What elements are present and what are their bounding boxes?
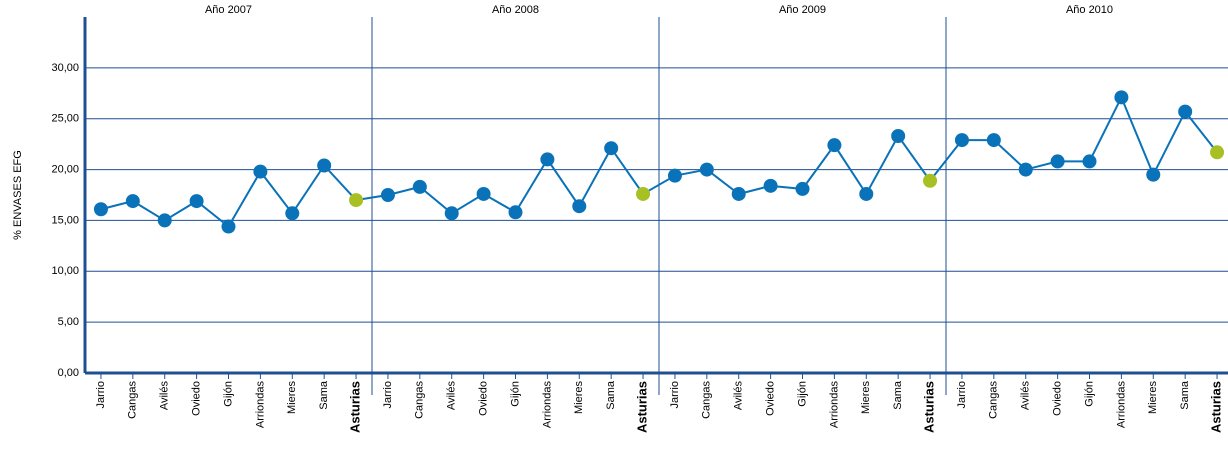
- point: [1082, 154, 1097, 169]
- x-tick-label: Oviedo: [1052, 381, 1064, 416]
- point: [540, 152, 555, 167]
- x-tick-label: Mieres: [1147, 381, 1159, 415]
- point: [986, 133, 1001, 148]
- x-tick-label: Avilés: [446, 381, 458, 411]
- x-tick-label: Oviedo: [191, 381, 203, 416]
- point: [1050, 154, 1065, 169]
- y-tick-label: 10,00: [51, 265, 79, 277]
- point: [125, 194, 140, 209]
- point: [827, 138, 842, 153]
- x-tick-label: Jarrio: [956, 381, 968, 409]
- x-tick-label: Asturias: [347, 381, 362, 433]
- y-tick-label: 15,00: [51, 214, 79, 226]
- panel-title: Año 2007: [205, 4, 252, 16]
- x-tick-label: Gijón: [1083, 381, 1095, 407]
- x-tick-label: Arriondas: [1115, 381, 1127, 429]
- x-tick-label: Asturias: [921, 381, 936, 433]
- point: [795, 181, 810, 196]
- x-tick-label: Mieres: [286, 381, 298, 415]
- x-tick-label: Mieres: [860, 381, 872, 415]
- point: [285, 206, 300, 221]
- point: [476, 186, 491, 201]
- x-tick-label: Sama: [605, 380, 617, 410]
- x-tick-label: Cangas: [127, 381, 139, 419]
- point: [699, 162, 714, 177]
- x-tick-label: Jarrio: [95, 381, 107, 409]
- point: [93, 202, 108, 217]
- panel-title: Año 2008: [492, 4, 539, 16]
- x-tick-label: Arriondas: [254, 381, 266, 429]
- point: [891, 129, 906, 144]
- point: [572, 199, 587, 214]
- point: [157, 213, 172, 228]
- point: [444, 206, 459, 221]
- point: [189, 194, 204, 209]
- point: [349, 193, 364, 208]
- point: [380, 188, 395, 202]
- y-tick-label: 0,00: [58, 367, 79, 379]
- point: [1146, 167, 1161, 182]
- point: [954, 133, 969, 148]
- x-tick-label: Jarrio: [382, 381, 394, 409]
- point: [253, 164, 268, 179]
- x-tick-label: Gijón: [222, 381, 234, 407]
- x-tick-label: Sama: [1179, 380, 1191, 410]
- point: [604, 141, 619, 156]
- x-tick-label: Oviedo: [765, 381, 777, 416]
- y-tick-label: 25,00: [51, 113, 79, 125]
- x-tick-label: Gijón: [509, 381, 521, 407]
- x-tick-label: Avilés: [1020, 381, 1032, 411]
- x-tick-label: Cangas: [988, 381, 1000, 419]
- x-tick-label: Mieres: [573, 381, 585, 415]
- point: [859, 186, 874, 201]
- point: [636, 186, 651, 201]
- point: [667, 168, 682, 183]
- x-tick-label: Arriondas: [828, 381, 840, 429]
- y-tick-label: 20,00: [51, 163, 79, 175]
- point: [508, 205, 523, 220]
- point: [923, 173, 938, 188]
- x-tick-label: Sama: [318, 380, 330, 410]
- panel-title: Año 2010: [1066, 4, 1113, 16]
- y-tick-label: 5,00: [58, 316, 79, 328]
- point: [763, 178, 778, 193]
- point: [1178, 104, 1193, 119]
- point: [221, 219, 236, 234]
- x-tick-label: Asturias: [634, 381, 649, 433]
- y-tick-label: 30,00: [51, 62, 79, 74]
- x-tick-label: Avilés: [159, 381, 171, 411]
- x-tick-label: Avilés: [733, 381, 745, 411]
- x-tick-label: Oviedo: [478, 381, 490, 416]
- point: [1114, 90, 1129, 105]
- x-tick-label: Cangas: [701, 381, 713, 419]
- x-tick-label: Gijón: [796, 381, 808, 407]
- x-tick-label: Cangas: [414, 381, 426, 419]
- point: [1210, 145, 1225, 160]
- y-axis-label: % ENVASES EFG: [12, 150, 24, 240]
- x-tick-label: Sama: [892, 380, 904, 410]
- point: [317, 158, 332, 173]
- x-tick-label: Arriondas: [541, 381, 553, 429]
- x-tick-label: Jarrio: [669, 381, 681, 409]
- panel-title: Año 2009: [779, 4, 826, 16]
- x-tick-label: Asturias: [1208, 381, 1223, 433]
- point: [731, 186, 746, 201]
- point: [1018, 162, 1033, 177]
- point: [412, 179, 427, 194]
